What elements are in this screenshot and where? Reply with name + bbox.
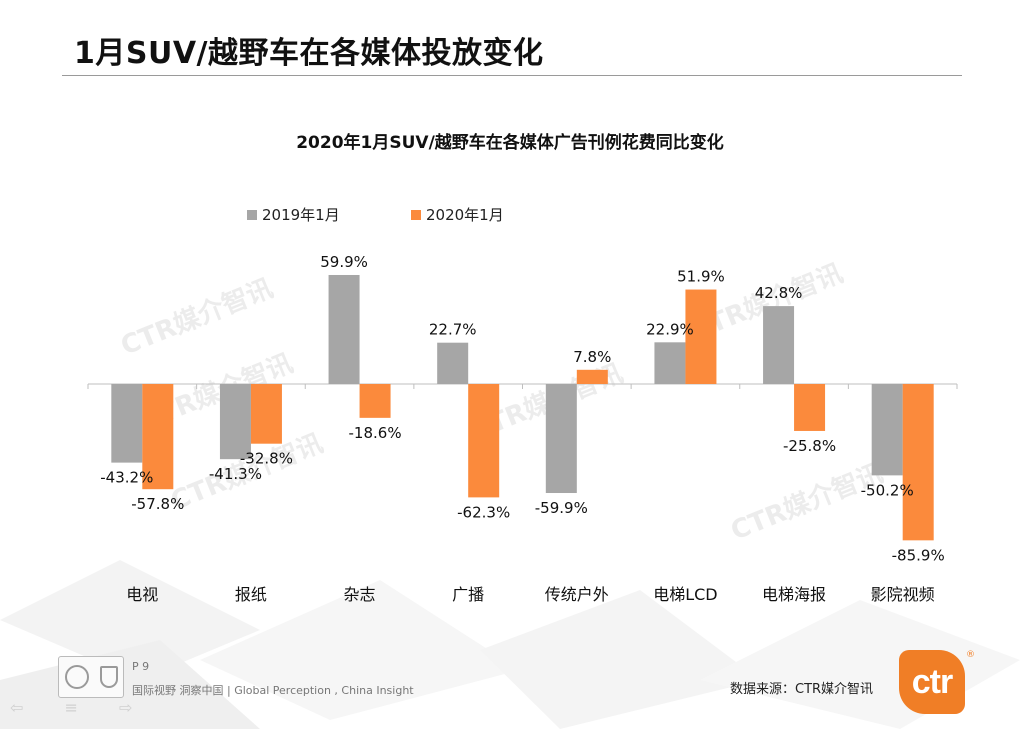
slide-nav-icons[interactable]: ⇦ ≡ ⇨ xyxy=(10,698,151,717)
legend-label: 2019年1月 xyxy=(262,206,340,224)
chart-title: 2020年1月SUV/越野车在各媒体广告刊例花费同比变化 xyxy=(296,132,724,153)
bar xyxy=(685,289,717,384)
title-divider xyxy=(62,75,962,76)
watermark-text: CTR媒介智讯 xyxy=(117,274,277,362)
bars-layer xyxy=(111,274,934,541)
data-label: 42.8% xyxy=(755,284,803,302)
data-labels-layer: -43.2% -57.8% -41.3%-32.8% 59.9% -18.6% 22.7%… xyxy=(100,253,944,564)
data-label: 7.8% xyxy=(573,348,611,366)
category-labels-layer: 电视 报纸 杂志 广播 传统户外 电梯LCD 电梯海报 影院视频 xyxy=(126,585,934,604)
data-label: -32.8% xyxy=(240,450,293,468)
ctr-logo: ctr xyxy=(899,650,965,714)
bar-chart: CTR媒介智讯CTR媒介智讯CTR媒介智讯CTR媒介智讯CTR媒介智讯CTR媒介… xyxy=(87,132,958,604)
data-label: -18.6% xyxy=(349,424,402,442)
footer-tagline: 国际视野 洞察中国 | Global Perception , China In… xyxy=(132,684,414,697)
category-label: 电梯海报 xyxy=(762,585,826,604)
category-label: 杂志 xyxy=(344,585,376,604)
data-label: -85.9% xyxy=(892,546,945,564)
data-label: -59.9% xyxy=(535,499,588,517)
ukas-crest-icon xyxy=(99,666,118,688)
category-label: 传统户外 xyxy=(545,585,609,604)
bar xyxy=(328,274,360,384)
bar xyxy=(902,384,934,541)
bar xyxy=(871,384,903,476)
bar xyxy=(794,384,826,431)
bar xyxy=(359,384,391,418)
x-axis-ticks xyxy=(87,384,958,389)
bar xyxy=(654,342,686,384)
watermark-text: CTR媒介智讯 xyxy=(727,459,887,547)
category-label: 广播 xyxy=(452,585,484,604)
data-label: 59.9% xyxy=(320,253,368,271)
data-label: -25.8% xyxy=(783,437,836,455)
bar xyxy=(250,384,282,444)
bar xyxy=(142,384,174,490)
category-label: 报纸 xyxy=(235,585,267,604)
category-label: 电视 xyxy=(126,585,158,604)
data-label: -41.3% xyxy=(209,465,262,483)
bar xyxy=(468,384,500,498)
legend-label: 2020年1月 xyxy=(426,206,504,224)
page-number: P 9 xyxy=(132,660,150,673)
legend-swatch xyxy=(411,210,421,220)
bar xyxy=(437,342,469,384)
bar xyxy=(111,384,143,463)
certification-logos xyxy=(58,656,124,698)
bar xyxy=(576,369,608,384)
data-label: 51.9% xyxy=(677,268,725,286)
data-label: -50.2% xyxy=(861,481,914,499)
bar xyxy=(763,306,795,384)
data-label: 22.7% xyxy=(429,321,477,339)
registered-mark: ® xyxy=(966,650,975,660)
sgs-seal-icon xyxy=(64,665,89,689)
bar xyxy=(545,384,577,494)
bar xyxy=(219,384,251,460)
data-label: -62.3% xyxy=(457,503,510,521)
legend-swatch xyxy=(247,210,257,220)
category-label: 电梯LCD xyxy=(653,585,717,604)
legend: 2019年1月 2020年1月 xyxy=(247,206,504,224)
data-source: 数据来源：CTR媒介智讯 xyxy=(730,682,874,697)
data-label: -57.8% xyxy=(131,495,184,513)
data-label: 22.9% xyxy=(646,320,694,338)
page-title: 1月SUV/越野车在各媒体投放变化 xyxy=(74,36,544,71)
category-label: 影院视频 xyxy=(871,585,935,604)
data-label: -43.2% xyxy=(100,469,153,487)
